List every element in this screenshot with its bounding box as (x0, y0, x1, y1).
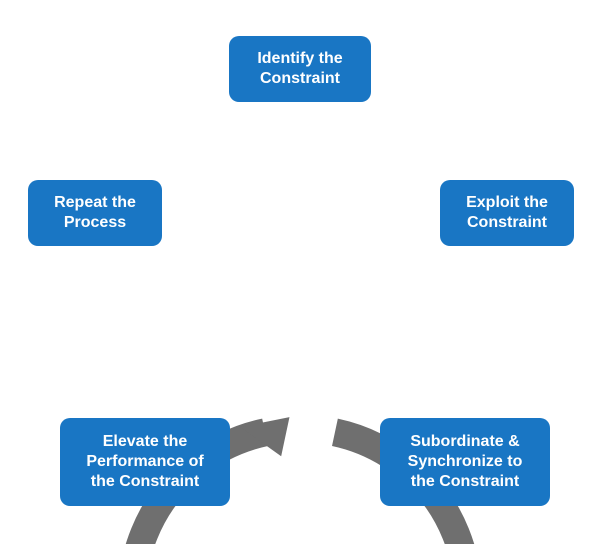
cycle-node-label: Identify the Constraint (257, 49, 342, 89)
cycle-node-exploit: Exploit the Constraint (440, 180, 574, 246)
cycle-node-label: Repeat the Process (54, 193, 136, 233)
cycle-node-subordinate: Subordinate & Synchronize to the Constra… (380, 418, 550, 506)
cycle-node-label: Subordinate & Synchronize to the Constra… (408, 432, 523, 492)
cycle-node-repeat: Repeat the Process (28, 180, 162, 246)
cycle-node-identify: Identify the Constraint (229, 36, 371, 102)
cycle-node-label: Elevate the Performance of the Constrain… (86, 432, 203, 492)
cycle-node-elevate: Elevate the Performance of the Constrain… (60, 418, 230, 506)
cycle-node-label: Exploit the Constraint (466, 193, 548, 233)
cycle-diagram: Identify the Constraint Exploit the Const… (0, 0, 600, 544)
